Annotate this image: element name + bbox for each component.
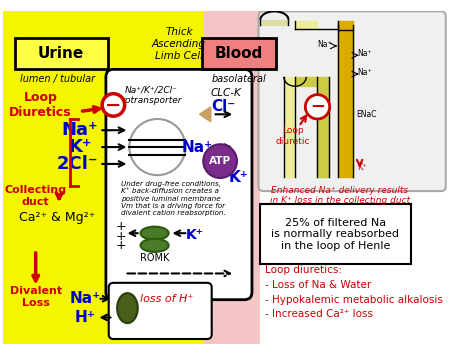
Polygon shape: [338, 21, 353, 30]
Ellipse shape: [141, 226, 169, 240]
Text: Collecting
duct: Collecting duct: [5, 185, 67, 207]
Text: Na⁺/K⁺/2Cl⁻
cotransporter: Na⁺/K⁺/2Cl⁻ cotransporter: [120, 86, 182, 105]
Ellipse shape: [141, 239, 169, 252]
Text: Na⁺: Na⁺: [182, 140, 213, 154]
Text: H⁺: H⁺: [75, 310, 96, 325]
Polygon shape: [295, 21, 318, 29]
Text: basolateral: basolateral: [211, 74, 266, 84]
Ellipse shape: [117, 293, 138, 323]
Text: +: +: [116, 220, 126, 233]
Text: 25% of filtered Na
is normally reabsorbed
in the loop of Henle: 25% of filtered Na is normally reabsorbe…: [271, 218, 399, 251]
Text: CLC-K: CLC-K: [211, 88, 242, 98]
Text: ENaC: ENaC: [356, 110, 376, 119]
Text: K⁺: K⁺: [229, 170, 249, 185]
Text: Cl⁻: Cl⁻: [211, 99, 235, 114]
Text: Under drug-free conditions,
K⁺ back-diffusion creates a
positive luminal membran: Under drug-free conditions, K⁺ back-diff…: [121, 181, 226, 216]
Text: Urine: Urine: [38, 46, 84, 61]
Text: Divalent
Loss: Divalent Loss: [9, 286, 62, 308]
FancyBboxPatch shape: [204, 11, 260, 344]
Circle shape: [129, 119, 185, 175]
Text: 2Cl⁻: 2Cl⁻: [57, 155, 99, 173]
Text: ATP: ATP: [209, 156, 231, 166]
Text: +: +: [116, 230, 126, 242]
Text: Na⁺: Na⁺: [70, 291, 101, 306]
FancyBboxPatch shape: [260, 11, 447, 344]
FancyBboxPatch shape: [202, 38, 276, 69]
Text: K⁺: K⁺: [68, 138, 91, 156]
FancyBboxPatch shape: [106, 69, 252, 300]
Text: Na⁺: Na⁺: [62, 121, 98, 139]
Text: lumen / tubular: lumen / tubular: [19, 74, 95, 84]
FancyBboxPatch shape: [109, 283, 212, 339]
Text: Blood: Blood: [215, 46, 263, 61]
Text: K⁺: K⁺: [186, 228, 204, 242]
Text: Loop diuretics:
- Loss of Na & Water
- Hypokalemic metabolic alkalosis
- Increas: Loop diuretics: - Loss of Na & Water - H…: [265, 265, 443, 320]
Polygon shape: [284, 77, 295, 177]
FancyBboxPatch shape: [258, 11, 446, 191]
Text: ROMK: ROMK: [140, 252, 169, 263]
Text: +: +: [116, 239, 126, 252]
Text: Na⁺: Na⁺: [357, 68, 372, 77]
Text: K⁺: K⁺: [357, 163, 367, 172]
Text: Enhanced Na⁺ delivery results
in K⁺ loss in the collecting duct: Enhanced Na⁺ delivery results in K⁺ loss…: [270, 186, 410, 206]
Text: Loop
diuretic: Loop diuretic: [276, 126, 310, 146]
Text: −: −: [310, 98, 325, 116]
Circle shape: [305, 95, 329, 119]
FancyBboxPatch shape: [15, 38, 108, 69]
Circle shape: [203, 144, 237, 178]
Text: Thick
Ascending
Limb Cell: Thick Ascending Limb Cell: [152, 27, 206, 61]
Polygon shape: [295, 77, 318, 86]
Polygon shape: [338, 25, 353, 177]
Text: Loop
Diuretics: Loop Diuretics: [9, 91, 72, 119]
Polygon shape: [318, 77, 329, 177]
FancyBboxPatch shape: [3, 11, 204, 344]
Text: Na⁺: Na⁺: [317, 40, 331, 49]
Circle shape: [102, 94, 125, 116]
Text: loss of H⁺: loss of H⁺: [140, 294, 193, 304]
Text: Ca²⁺ & Mg²⁺: Ca²⁺ & Mg²⁺: [19, 211, 95, 224]
FancyBboxPatch shape: [260, 204, 411, 264]
Polygon shape: [260, 20, 289, 25]
Text: −: −: [105, 95, 122, 114]
Polygon shape: [200, 107, 211, 122]
Text: Na⁺: Na⁺: [357, 49, 372, 58]
